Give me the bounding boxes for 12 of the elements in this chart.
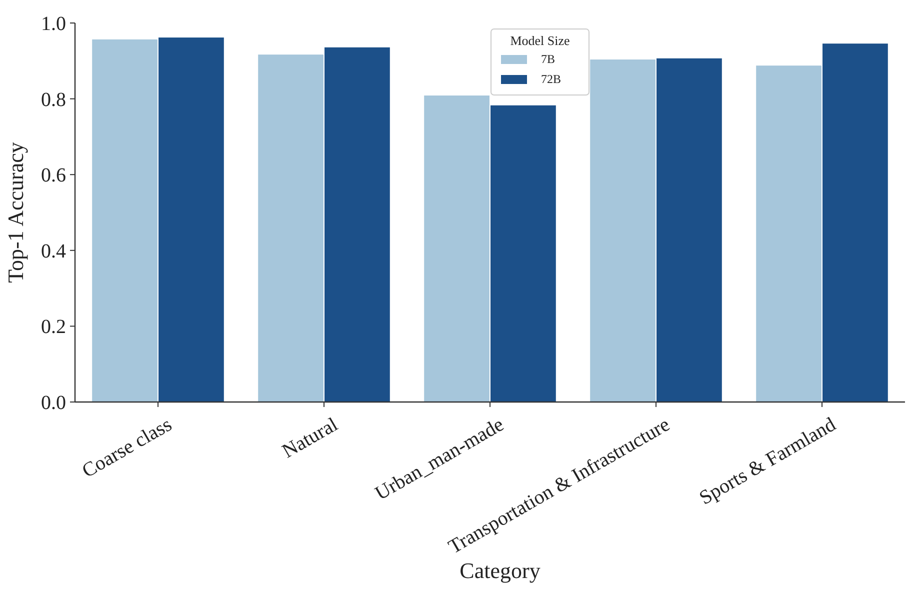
y-tick-label: 0.8: [41, 88, 66, 111]
series-label: 72B: [541, 72, 562, 86]
y-tick-label: 1.0: [41, 13, 66, 35]
legend-label: 7B: [541, 52, 556, 66]
y-tick-label: 0.4: [41, 240, 66, 262]
x-axis-title: Category: [460, 558, 540, 583]
y-tick-label: 0.0: [41, 392, 66, 414]
y-axis-title: Top-1 Accuracy: [3, 142, 28, 283]
x-tick-label: Coarse class: [78, 413, 176, 482]
y-tick-label: 0.2: [41, 316, 66, 338]
legend-title: Model Size: [510, 33, 570, 48]
y-tick-label: 0.6: [41, 164, 66, 187]
